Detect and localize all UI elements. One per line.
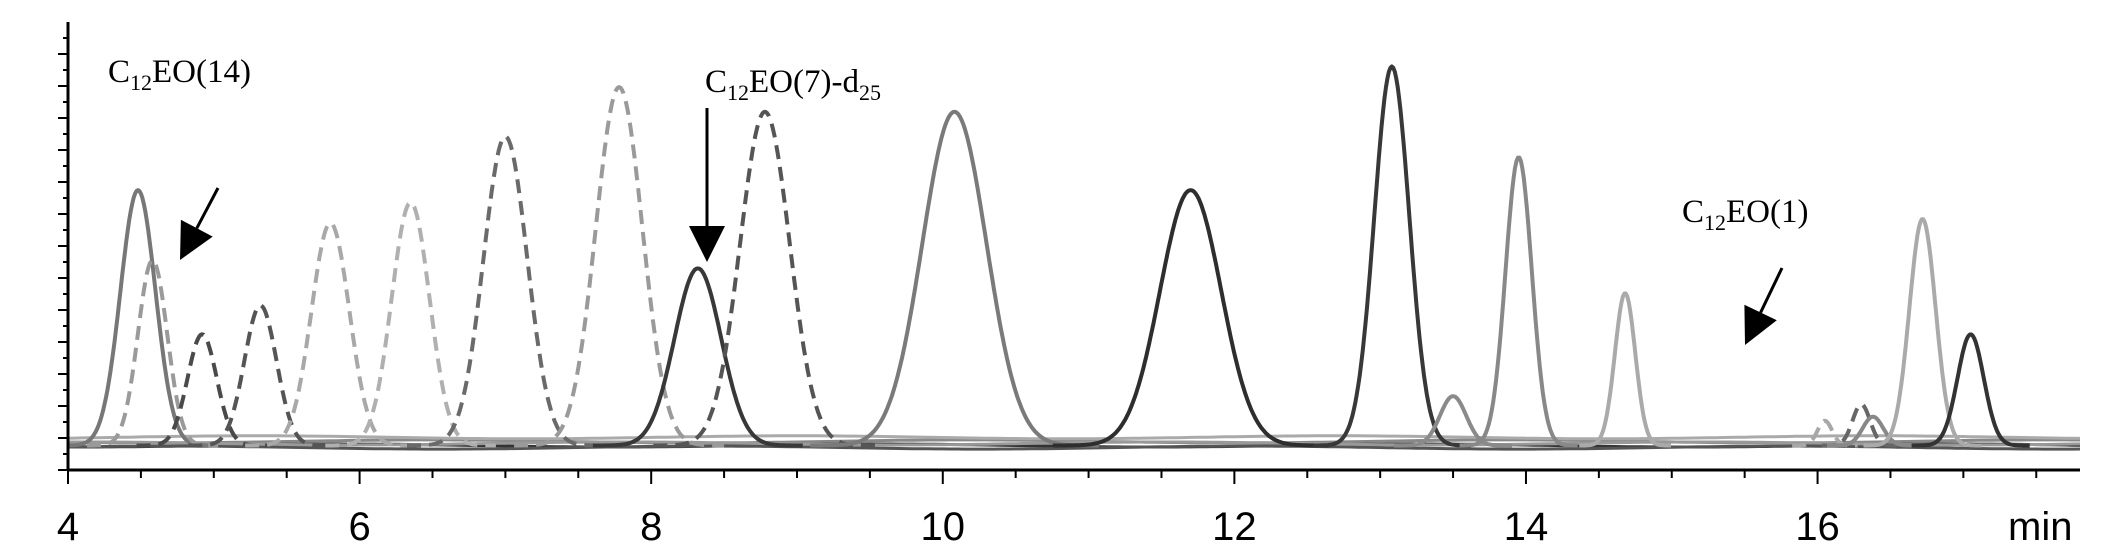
- peak-trace: [244, 221, 417, 448]
- annotation-arrow-shaft: [195, 187, 220, 229]
- annotation-label: C12EO(7)-d25: [705, 64, 881, 105]
- x-tick-label: 4: [57, 505, 79, 549]
- peak-trace: [513, 85, 725, 448]
- peak-trace: [1459, 155, 1579, 448]
- annotation-label: C12EO(14): [108, 54, 251, 95]
- peak-trace: [86, 258, 219, 448]
- annotation-arrow-head: [180, 219, 213, 260]
- baseline-trace: [67, 444, 2081, 451]
- peak-trace: [1826, 414, 1920, 448]
- peak-trace: [324, 200, 497, 448]
- axes: [58, 22, 2080, 472]
- peak-trace: [67, 188, 218, 448]
- x-axis-unit-label: min: [2008, 505, 2072, 549]
- annotation: C12EO(1): [1682, 194, 1808, 345]
- peak-trace: [1911, 332, 2031, 448]
- peak-trace: [136, 332, 269, 448]
- peak-traces: [67, 64, 2031, 448]
- peak-trace: [1393, 394, 1513, 448]
- peak-trace: [809, 109, 1100, 448]
- annotation-arrow-head: [689, 226, 725, 262]
- x-tick-label: 6: [348, 505, 370, 549]
- x-ticks: 4 6 8 10 12 14 16: [57, 470, 2038, 549]
- peak-trace: [406, 134, 605, 448]
- annotation: C12EO(7)-d25: [689, 64, 881, 262]
- x-tick-label: 10: [921, 505, 966, 549]
- annotations: C12EO(14) C12EO(7)-d25 C12EO(1): [108, 54, 1808, 345]
- annotation: C12EO(14): [108, 54, 251, 260]
- annotation-arrow-head: [1744, 304, 1777, 345]
- peak-trace: [1862, 217, 1983, 448]
- baseline-trace: [67, 434, 2081, 441]
- annotation-label: C12EO(1): [1682, 194, 1808, 235]
- peak-trace: [1052, 188, 1329, 448]
- peak-trace: [592, 266, 804, 448]
- x-tick-label: 8: [640, 505, 662, 549]
- x-tick-label: 16: [1795, 505, 1840, 549]
- peak-trace: [1578, 291, 1672, 448]
- peak-trace: [187, 303, 334, 448]
- x-tick-label: 12: [1212, 505, 1257, 549]
- annotation-arrow-shaft: [1759, 267, 1784, 314]
- peak-trace: [1312, 64, 1472, 448]
- peak-trace: [652, 109, 877, 448]
- x-tick-label: 14: [1504, 505, 1549, 549]
